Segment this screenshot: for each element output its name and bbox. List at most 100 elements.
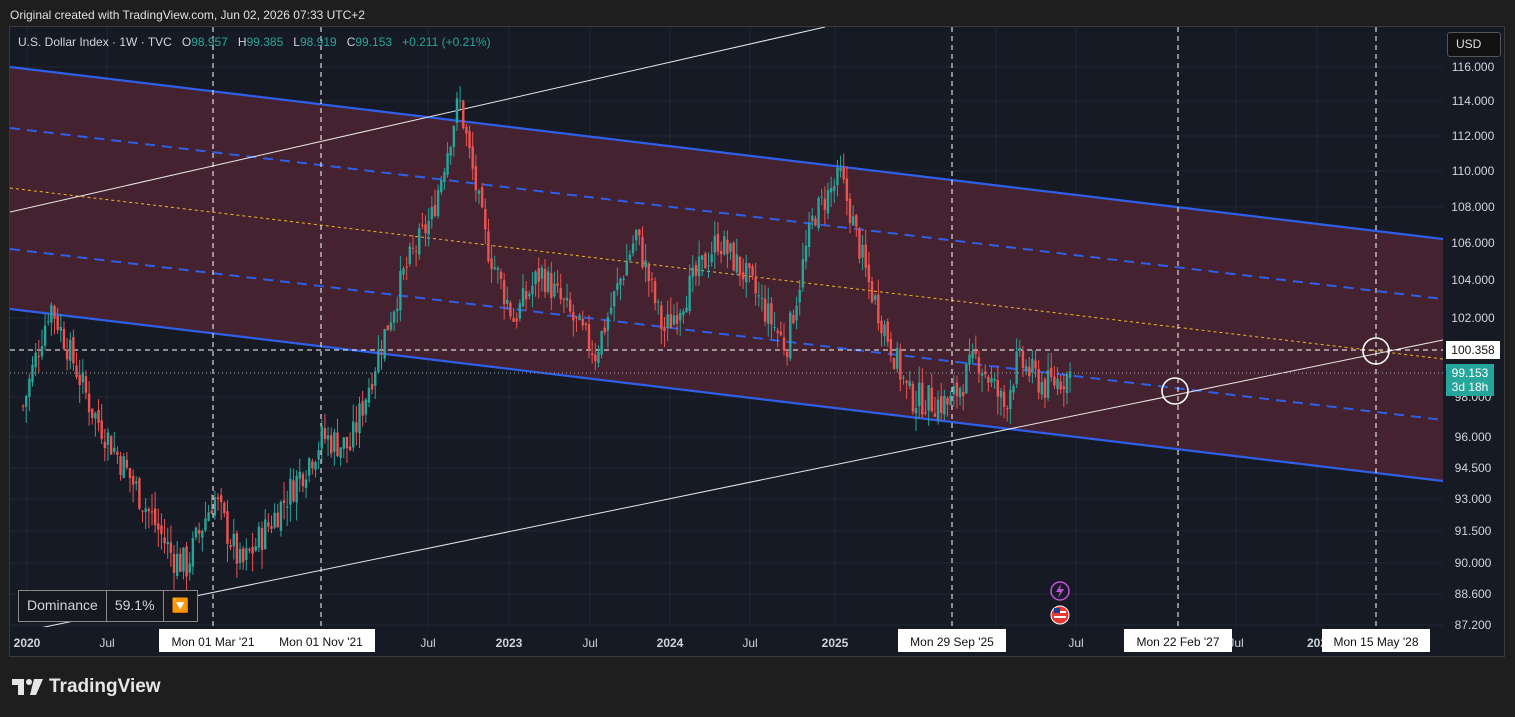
candle-body — [188, 563, 191, 573]
price-scale: 116.000 114.000 112.000 110.000 108.000 106.0… — [1451, 60, 1495, 632]
candle-body — [238, 548, 242, 563]
candle-body — [1056, 378, 1059, 389]
x-tick-label: Jul — [420, 636, 435, 650]
candle-body — [443, 172, 446, 183]
candle-body — [320, 425, 323, 449]
candle-body — [745, 263, 748, 283]
candle-body — [308, 458, 311, 476]
candle-body — [487, 231, 490, 262]
dominance-toggle-icon[interactable]: 🔽 — [171, 597, 189, 613]
candle-body — [867, 264, 871, 283]
candle-body — [47, 321, 50, 323]
date-marker-text: Mon 15 May '28 — [1333, 635, 1418, 649]
candle-body — [1009, 389, 1012, 410]
tradingview-logo[interactable]: TradingView — [12, 676, 161, 698]
candle-body — [226, 511, 229, 544]
candle-body — [191, 538, 195, 567]
candle-body — [823, 198, 827, 210]
candle-body — [575, 317, 578, 319]
date-marker-text: Mon 29 Sep '25 — [910, 635, 994, 649]
last-price-label: 99.153 3d 18h — [1446, 364, 1494, 396]
brand-name: TradingView — [49, 676, 161, 697]
candle-body — [91, 408, 94, 418]
candle-body — [144, 508, 147, 513]
candle-body — [223, 502, 226, 514]
candle-body — [440, 179, 443, 193]
candle-body — [543, 268, 547, 293]
candle-body — [801, 259, 805, 288]
candle-body — [128, 468, 132, 479]
open-value: 98.957 — [191, 35, 228, 49]
crosshair-price-text: 100.358 — [1451, 343, 1495, 357]
candle-body — [97, 410, 100, 423]
candle-body — [141, 510, 144, 512]
chart-frame — [9, 26, 1505, 657]
trendline-lower — [42, 339, 1443, 627]
candle-body — [100, 420, 103, 440]
candle-body — [241, 548, 245, 563]
candle-body — [427, 220, 430, 235]
candle-body — [31, 364, 34, 383]
candle-body — [69, 339, 72, 361]
y-tick-label: 110.000 — [1452, 164, 1495, 178]
candle-body — [851, 216, 855, 226]
candle-body — [273, 512, 276, 528]
candle-body — [663, 326, 666, 332]
candle-body — [484, 208, 487, 230]
candle-body — [462, 100, 465, 128]
candle-body — [873, 295, 877, 300]
candle-body — [682, 311, 685, 316]
intersection-circle-2 — [1362, 337, 1390, 365]
candle-body — [729, 243, 732, 252]
high-value: 99.385 — [246, 35, 284, 49]
candle-body — [939, 396, 943, 413]
candle-body — [984, 371, 987, 375]
candle-body — [848, 198, 852, 224]
candle-body — [660, 305, 663, 330]
candle-body — [609, 307, 613, 314]
candle-body — [550, 272, 553, 299]
candle-body — [911, 383, 915, 412]
candle-body — [804, 245, 808, 262]
candle-body — [295, 475, 298, 503]
candle-body — [735, 254, 739, 273]
y-tick-label: 114.000 — [1452, 94, 1495, 108]
candle-body — [389, 322, 393, 330]
currency-button[interactable]: USD — [1447, 32, 1501, 57]
candle-body — [521, 288, 525, 307]
candle-body — [28, 378, 31, 397]
candle-body — [314, 462, 317, 470]
candle-body — [955, 382, 959, 396]
symbol-title: U.S. Dollar Index · 1W · TVC — [18, 35, 172, 49]
candle-body — [345, 437, 349, 449]
low-label: L — [293, 35, 300, 49]
trendline-upper — [10, 27, 826, 213]
candle-body — [474, 166, 478, 191]
candle-body — [339, 447, 342, 458]
candle-body — [197, 529, 201, 534]
date-marker-box — [898, 629, 1006, 652]
candle-body — [870, 281, 874, 303]
y-tick-label: 116.000 — [1452, 60, 1495, 74]
candle-body — [113, 447, 116, 452]
candle-body — [886, 321, 889, 342]
candle-body — [399, 270, 402, 311]
candle-body — [285, 506, 289, 508]
candle-body — [653, 281, 657, 304]
candle-body — [109, 436, 113, 455]
candle-body — [433, 205, 437, 216]
candle-body — [943, 396, 946, 415]
candle-body — [119, 456, 122, 476]
candle-body — [962, 392, 965, 396]
candle-body — [75, 365, 78, 377]
candle-body — [930, 387, 933, 412]
candle-body — [348, 446, 352, 450]
dominance-widget[interactable]: Dominance 59.1% 🔽 — [18, 590, 198, 622]
candle-body — [820, 196, 823, 198]
date-marker-box — [1322, 629, 1430, 652]
candle-body — [301, 473, 305, 487]
candle-body — [814, 218, 817, 226]
candle-body — [150, 511, 154, 513]
candle-body — [1018, 347, 1022, 351]
